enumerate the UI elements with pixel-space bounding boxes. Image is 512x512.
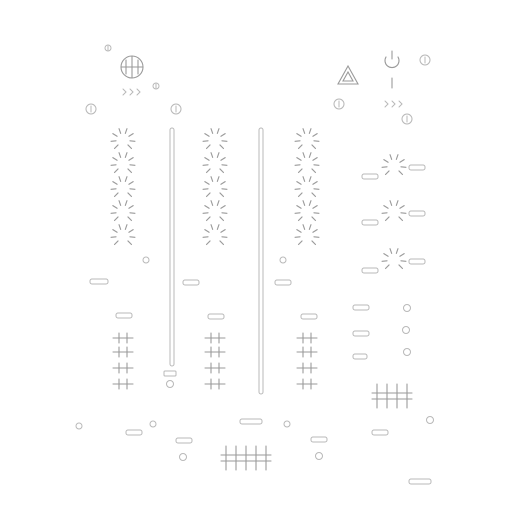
label-pill <box>239 418 263 425</box>
channel-center-knob-1[interactable] <box>202 128 228 150</box>
info-icon[interactable] <box>179 453 187 461</box>
chevrons-icon <box>122 88 141 96</box>
fx-fader-4[interactable] <box>401 383 413 409</box>
crossfader-2[interactable] <box>230 445 242 471</box>
power-icon[interactable] <box>384 50 400 89</box>
label-pill <box>125 429 143 436</box>
fx-knob-1[interactable] <box>381 154 407 176</box>
crossfader-5[interactable] <box>260 445 272 471</box>
rail-right <box>258 127 264 395</box>
channel-right-fader-4[interactable] <box>296 378 318 390</box>
label-pill <box>361 173 379 180</box>
knob-layer <box>110 128 407 270</box>
channel-center-knob-2[interactable] <box>202 152 228 174</box>
label-pill <box>371 429 389 436</box>
channel-left-knob-5[interactable] <box>110 224 136 246</box>
label-pill <box>274 279 292 286</box>
channel-left-fader-3[interactable] <box>112 362 134 374</box>
channel-right-knob-2[interactable] <box>294 152 320 174</box>
label-pill <box>408 164 426 171</box>
fader-layer <box>112 332 413 471</box>
channel-left-fader-4[interactable] <box>112 378 134 390</box>
channel-right-fader-3[interactable] <box>296 362 318 374</box>
info-icon[interactable] <box>333 98 345 110</box>
label-pill <box>310 436 328 443</box>
label-pill <box>352 304 370 311</box>
label-pill <box>361 267 379 274</box>
channel-center-fader-2[interactable] <box>204 346 226 358</box>
info-icon[interactable] <box>75 422 83 430</box>
crossfader-1[interactable] <box>220 445 232 471</box>
info-icon[interactable] <box>152 82 160 90</box>
info-icon[interactable] <box>426 416 434 424</box>
info-icon[interactable] <box>142 256 150 264</box>
channel-center-fader-1[interactable] <box>204 332 226 344</box>
label-pill <box>182 279 200 286</box>
fx-fader-1[interactable] <box>371 383 383 409</box>
label-pill <box>115 312 133 319</box>
channel-left-fader-1[interactable] <box>112 332 134 344</box>
label-pill <box>352 353 368 360</box>
channel-left-knob-4[interactable] <box>110 200 136 222</box>
rail-left <box>169 127 175 367</box>
channel-center-fader-4[interactable] <box>204 378 226 390</box>
crosshair-logo-icon <box>120 55 144 79</box>
channel-left-fader-2[interactable] <box>112 346 134 358</box>
channel-center-knob-4[interactable] <box>202 200 228 222</box>
channel-right-knob-4[interactable] <box>294 200 320 222</box>
channel-right-fader-2[interactable] <box>296 346 318 358</box>
fx-knob-3[interactable] <box>381 248 407 270</box>
channel-center-fader-3[interactable] <box>204 362 226 374</box>
channel-center-knob-5[interactable] <box>202 224 228 246</box>
chevrons-icon <box>384 100 403 108</box>
info-icon[interactable] <box>283 420 291 428</box>
fx-fader-2[interactable] <box>381 383 393 409</box>
info-icon[interactable] <box>170 103 182 115</box>
label-pill <box>408 210 426 217</box>
crossfader-4[interactable] <box>250 445 262 471</box>
label-pill <box>207 313 225 320</box>
indicator-led <box>402 326 410 334</box>
hazard-triangle-icon <box>337 64 359 85</box>
label-pill <box>352 330 370 337</box>
channel-right-fader-1[interactable] <box>296 332 318 344</box>
channel-center-knob-3[interactable] <box>202 176 228 198</box>
info-icon[interactable] <box>85 103 97 115</box>
label-pill <box>408 478 432 485</box>
info-icon[interactable] <box>401 113 413 125</box>
info-icon[interactable] <box>149 420 157 428</box>
label-pill <box>89 278 109 285</box>
channel-right-knob-1[interactable] <box>294 128 320 150</box>
channel-right-knob-3[interactable] <box>294 176 320 198</box>
label-pill <box>300 313 318 320</box>
info-icon[interactable] <box>104 44 112 52</box>
info-icon[interactable] <box>419 54 431 66</box>
channel-left-knob-2[interactable] <box>110 152 136 174</box>
indicator-led <box>403 348 411 356</box>
crossfader-3[interactable] <box>240 445 252 471</box>
info-icon[interactable] <box>315 452 323 460</box>
meter-block <box>163 370 177 388</box>
fx-fader-3[interactable] <box>391 383 403 409</box>
label-pill <box>361 219 379 226</box>
label-pill <box>408 258 426 265</box>
channel-left-knob-1[interactable] <box>110 128 136 150</box>
indicator-led <box>403 304 411 312</box>
info-icon[interactable] <box>279 256 287 264</box>
label-pill <box>175 437 193 444</box>
fx-knob-2[interactable] <box>381 200 407 222</box>
channel-right-knob-5[interactable] <box>294 224 320 246</box>
channel-left-knob-3[interactable] <box>110 176 136 198</box>
